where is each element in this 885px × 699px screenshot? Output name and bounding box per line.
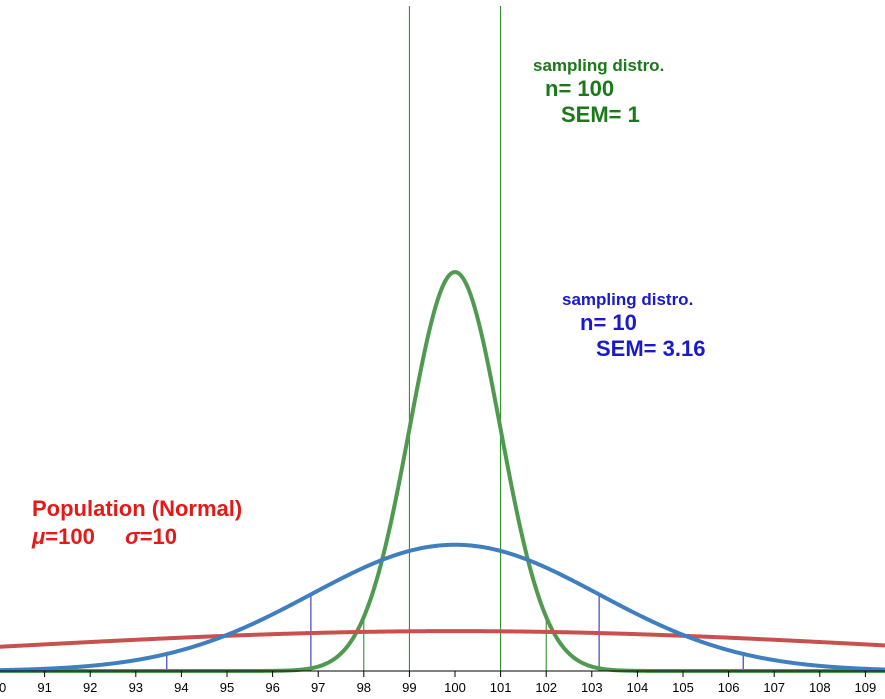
n10-label-n: n= 10 [580, 310, 637, 335]
x-tick-label: 102 [535, 680, 557, 695]
population-label: Population (Normal) μ=100 σ=10 [32, 496, 242, 550]
x-tick-label: 92 [83, 680, 97, 695]
x-tick-label: 96 [265, 680, 279, 695]
population-label-params: μ=100 σ=10 [32, 524, 242, 550]
sd-marker-lines [166, 6, 744, 671]
x-tick-label: 95 [220, 680, 234, 695]
n10-label-title: sampling distro. [562, 290, 694, 309]
x-tick-label: 103 [581, 680, 603, 695]
x-tick-label: 105 [672, 680, 694, 695]
density-curve-population [0, 629, 885, 649]
x-tick-label: 91 [37, 680, 51, 695]
x-tick-label: 108 [809, 680, 831, 695]
x-tick-label: 101 [490, 680, 512, 695]
x-tick-label: 100 [444, 680, 466, 695]
x-tick-label: 97 [311, 680, 325, 695]
n100-label-n: n= 100 [545, 76, 615, 101]
population-label-title: Population (Normal) [32, 496, 243, 521]
n100-label-sem: SEM= 1 [561, 102, 640, 127]
x-tick-label: 90 [0, 680, 6, 695]
x-tick-label: 104 [627, 680, 649, 695]
x-tick-label: 107 [763, 680, 785, 695]
n100-label-title: sampling distro. [533, 56, 665, 75]
mu-value: =100 [45, 524, 95, 549]
x-tick-label: 99 [402, 680, 416, 695]
mu-symbol: μ [32, 524, 46, 549]
density-curves [0, 270, 885, 673]
x-tick-label: 109 [855, 680, 877, 695]
x-ticks: 90 91 92 93 94 95 96 97 98 99 100 101 102 103 104 105 10… [0, 671, 876, 695]
n100-label: sampling distro. n= 100 SEM= 1 [533, 56, 664, 128]
x-tick-label: 94 [174, 680, 188, 695]
sigma-symbol: σ [125, 524, 140, 549]
density-curve-n10 [0, 542, 885, 673]
n10-label-sem: SEM= 3.16 [596, 336, 706, 361]
x-tick-label: 93 [129, 680, 143, 695]
density-curve-n100 [0, 270, 885, 673]
x-tick-label: 106 [718, 680, 740, 695]
n10-label: sampling distro. n= 10 SEM= 3.16 [562, 290, 705, 362]
sigma-value: =10 [139, 524, 178, 549]
x-tick-label: 98 [357, 680, 371, 695]
